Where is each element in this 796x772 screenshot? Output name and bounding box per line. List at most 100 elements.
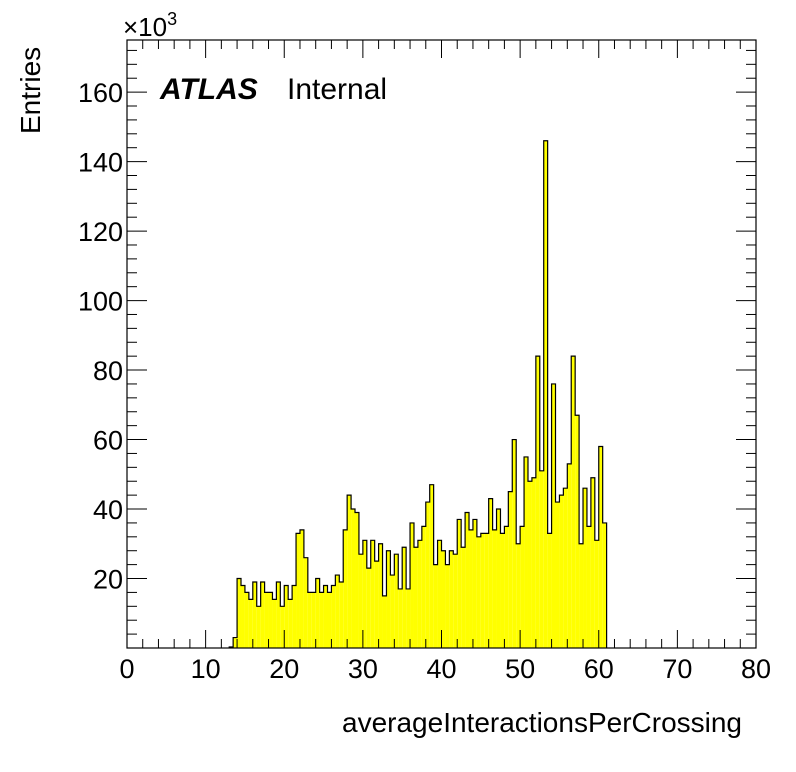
histogram-bin <box>461 547 466 648</box>
histogram-bin <box>406 588 411 648</box>
histogram-bin <box>237 578 242 648</box>
histogram-bin <box>449 550 454 648</box>
histogram-bin <box>571 356 576 648</box>
histogram-bin <box>331 585 336 648</box>
histogram-bin <box>268 592 273 648</box>
histogram-bars <box>229 140 607 649</box>
histogram-bin <box>575 415 580 648</box>
histogram-bin <box>355 512 359 648</box>
histogram-bin <box>535 356 540 648</box>
histogram-bin <box>602 522 607 648</box>
y-multiplier-exponent: 3 <box>167 9 177 29</box>
histogram-bin <box>472 519 477 648</box>
histogram-bin <box>445 564 450 648</box>
histogram-bin <box>457 519 462 648</box>
histogram-bin <box>347 495 352 648</box>
histogram-bin <box>469 529 473 648</box>
histogram-bin <box>512 439 517 648</box>
histogram-bin <box>539 470 544 648</box>
histogram-bin <box>339 581 344 648</box>
histogram-bin <box>504 526 509 648</box>
histogram-bin <box>586 526 591 648</box>
histogram-bin <box>382 595 387 648</box>
internal-label: Internal <box>287 73 387 106</box>
histogram-bin <box>579 543 584 648</box>
histogram-bin <box>476 536 481 648</box>
histogram-bin <box>453 554 458 648</box>
histogram-bin <box>374 561 379 648</box>
x-tick-label: 70 <box>662 654 692 684</box>
histogram-bin <box>244 592 249 648</box>
histogram-bin <box>323 585 328 648</box>
x-tick-labels: 0 10 20 30 40 50 60 70 80 <box>119 654 771 684</box>
y-tick-label: 40 <box>93 495 123 525</box>
histogram-bin <box>402 547 407 648</box>
histogram-bin <box>527 481 532 648</box>
histogram-bin <box>280 606 285 648</box>
histogram-bin <box>276 581 281 648</box>
histogram-bin <box>288 599 293 648</box>
y-tick-label: 60 <box>93 426 123 456</box>
histogram-bin <box>343 529 348 648</box>
histogram-bin <box>284 585 289 648</box>
axis-ticks <box>126 40 757 648</box>
histogram-bin <box>264 592 269 648</box>
histogram-bin <box>496 509 501 648</box>
histogram-bin <box>252 581 257 648</box>
histogram-bin <box>425 502 430 648</box>
histogram-bin <box>555 502 560 648</box>
histogram-bin <box>508 491 513 648</box>
histogram-bin <box>248 599 253 648</box>
histogram-bin <box>417 540 422 648</box>
histogram-bin <box>292 585 297 648</box>
histogram-bin <box>488 498 493 648</box>
histogram-bin <box>480 533 485 648</box>
histogram-bin <box>520 526 525 648</box>
x-axis-title: averageInteractionsPerCrossing <box>342 707 742 738</box>
histogram-bin <box>272 599 277 648</box>
y-tick-label: 80 <box>93 356 123 386</box>
histogram-bin <box>484 533 489 648</box>
histogram-bin <box>315 578 320 648</box>
histogram-bin <box>351 509 356 648</box>
histogram-bin <box>303 557 308 648</box>
histogram-bin <box>594 540 599 648</box>
histogram-bin <box>241 585 245 648</box>
histogram-bin <box>559 495 564 648</box>
histogram-bin <box>327 592 332 648</box>
y-tick-label: 120 <box>78 217 123 247</box>
histogram-bin <box>524 456 528 648</box>
x-tick-label: 10 <box>191 654 221 684</box>
x-tick-label: 80 <box>741 654 771 684</box>
histogram-bin <box>370 540 375 648</box>
x-tick-label: 60 <box>584 654 614 684</box>
x-tick-label: 40 <box>426 654 456 684</box>
histogram-outline <box>228 140 608 648</box>
histogram-bin <box>307 592 312 648</box>
histogram-bin <box>260 581 265 648</box>
histogram-bin <box>335 575 340 648</box>
y-multiplier-base: ×10 <box>123 12 167 42</box>
histogram-bin <box>551 383 556 648</box>
histogram-bin <box>366 568 371 648</box>
histogram-bin <box>410 522 414 648</box>
histogram-bin <box>390 575 395 648</box>
histogram-bin <box>500 533 505 648</box>
histogram-bin <box>598 446 603 648</box>
histogram-bin <box>421 526 426 648</box>
histogram-bin <box>233 637 238 648</box>
y-tick-label: 160 <box>78 78 123 108</box>
x-tick-label: 20 <box>269 654 299 684</box>
histogram-bin <box>567 463 572 648</box>
histogram-bin <box>563 488 568 648</box>
histogram-bin <box>358 554 363 648</box>
histogram-bin <box>590 477 595 648</box>
x-tick-label: 50 <box>505 654 535 684</box>
x-tick-label: 0 <box>119 654 134 684</box>
histogram-bin <box>543 140 548 649</box>
histogram-bin <box>433 564 438 648</box>
histogram-bin <box>583 488 587 648</box>
y-tick-label: 20 <box>93 565 123 595</box>
histogram-bin <box>256 606 261 648</box>
